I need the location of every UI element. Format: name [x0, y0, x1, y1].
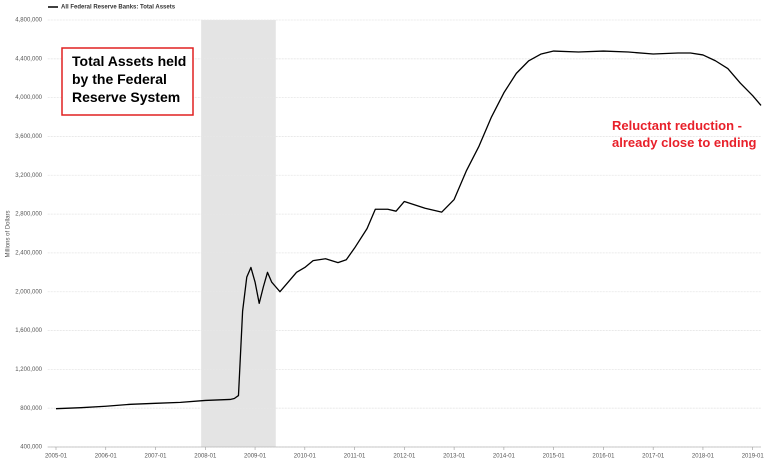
x-tick-label: 2011-01	[344, 454, 366, 460]
y-tick-label: 4,800,000	[15, 18, 42, 24]
x-tick-label: 2010-01	[294, 454, 317, 460]
x-tick-label: 2012-01	[393, 454, 416, 460]
x-tick-label: 2014-01	[493, 454, 516, 460]
y-tick-label: 2,400,000	[15, 250, 42, 256]
y-tick-label: 4,400,000	[15, 56, 42, 62]
y-tick-label: 2,800,000	[15, 212, 42, 218]
x-tick-label: 2013-01	[443, 454, 466, 460]
y-tick-label: 2,000,000	[15, 289, 42, 295]
annotation-container: Reluctant reduction - already close to e…	[612, 118, 757, 150]
x-tick-label: 2006-01	[95, 454, 118, 460]
x-tick-label: 2007-01	[145, 454, 168, 460]
annotation-container: Total Assets held by the Federal Reserve…	[72, 53, 187, 105]
recession-shade	[201, 20, 276, 447]
y-tick-label: 1,200,000	[15, 367, 42, 373]
x-tick-label: 2016-01	[592, 454, 615, 460]
x-tick-label: 2019-01	[742, 454, 765, 460]
y-tick-label: 4,000,000	[15, 95, 42, 101]
annotation-text: Reluctant reduction - already close to e…	[612, 118, 757, 150]
legend-label: All Federal Reserve Banks: Total Assets	[61, 5, 176, 11]
annotation-text: Total Assets held by the Federal Reserve…	[72, 53, 187, 105]
y-tick-label: 3,200,000	[15, 173, 42, 179]
annotation-box	[61, 47, 194, 116]
x-tick-label: 2008-01	[194, 454, 217, 460]
x-tick-label: 2005-01	[45, 454, 68, 460]
y-tick-label: 3,600,000	[15, 134, 42, 140]
y-axis-label: Millions of Dollars	[6, 210, 12, 257]
x-tick-label: 2015-01	[543, 454, 566, 460]
x-tick-label: 2017-01	[642, 454, 665, 460]
data-line	[55, 50, 762, 410]
y-tick-label: 400,000	[20, 445, 42, 451]
y-tick-label: 800,000	[20, 406, 42, 412]
x-tick-label: 2009-01	[244, 454, 267, 460]
y-tick-label: 1,600,000	[15, 328, 42, 334]
x-tick-label: 2018-01	[692, 454, 715, 460]
